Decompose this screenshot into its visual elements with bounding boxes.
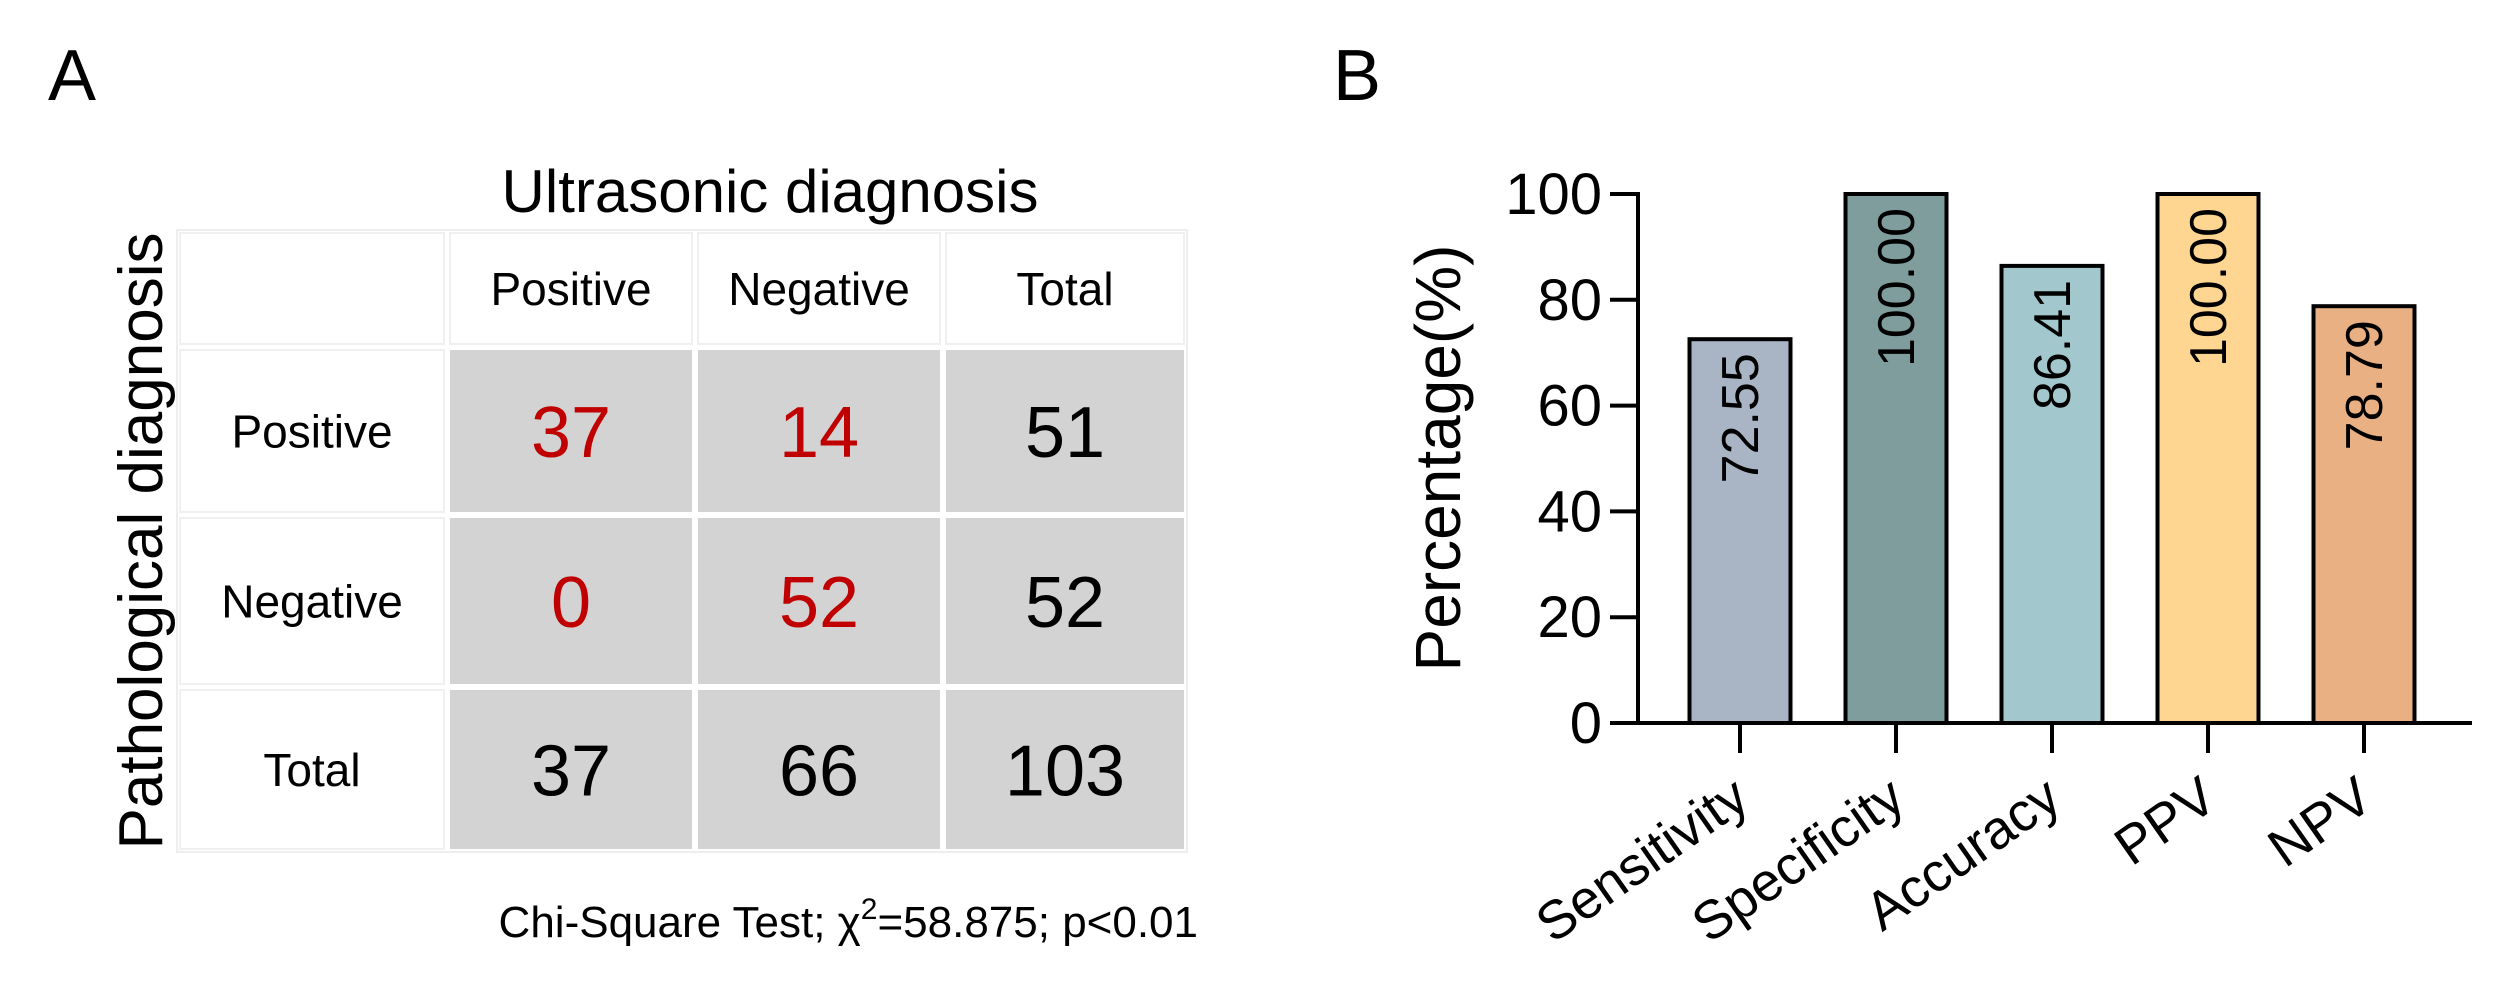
y-tick-label: 0 [1570, 691, 1602, 756]
column-header: Negative [728, 263, 910, 315]
bar-specificity [1843, 192, 1949, 725]
row-title: Pathological diagnosis [107, 233, 176, 850]
table-cell [945, 232, 1185, 345]
y-tick-label: 100 [1505, 162, 1602, 227]
cell-value: 51 [1025, 393, 1105, 473]
y-tick-label: 40 [1537, 479, 1602, 544]
cell-value: 14 [779, 393, 859, 473]
table-cell [449, 232, 693, 345]
table-cell [946, 518, 1184, 684]
bar-value-label: 86.41 [2024, 280, 2082, 410]
table-cell [946, 350, 1184, 512]
bar-sensitivity [1687, 337, 1793, 725]
column-title: Ultrasonic diagnosis [502, 158, 1039, 225]
x-tick-label: PPV [2104, 766, 2227, 877]
footer-pre: Chi-Square Test; χ [499, 898, 861, 947]
cell-value: 0 [551, 563, 591, 643]
cell-value: 66 [779, 731, 859, 811]
x-tick-label: NPV [2258, 766, 2383, 879]
column-header: Positive [490, 263, 651, 315]
table-cell [450, 518, 692, 684]
cell-value: 37 [531, 393, 611, 473]
y-tick-label: 80 [1537, 268, 1602, 333]
table-cell [179, 349, 445, 513]
y-axis-label: Percentage(%) [1402, 245, 1474, 672]
table-cell [179, 517, 445, 685]
cell-value: 103 [1005, 731, 1125, 811]
panel-a-letter: A [48, 36, 96, 116]
table-cell [698, 350, 940, 512]
column-header: Total [1016, 263, 1113, 315]
y-tick-label: 60 [1537, 374, 1602, 439]
cell-value: 37 [531, 731, 611, 811]
cell-value: 52 [779, 563, 859, 643]
table-cell [698, 518, 940, 684]
y-tick-label: 20 [1537, 585, 1602, 650]
contingency-table: Positive Negative Total Positive 37 14 51 Negat… [176, 229, 1188, 853]
footer-post: =58.875; p<0.01 [877, 898, 1198, 947]
table-cell [450, 350, 692, 512]
bar-value-label: 78.79 [2336, 320, 2394, 450]
cell-value: 52 [1025, 563, 1105, 643]
row-header: Negative [221, 576, 403, 628]
table-cell [179, 689, 445, 850]
table-cell [450, 690, 692, 849]
table-cell [698, 690, 940, 849]
bar-accuracy [1999, 263, 2105, 725]
table-cell [697, 232, 941, 345]
table-cell [179, 232, 445, 345]
panel-b-letter: B [1333, 36, 1381, 116]
footer-sup: 2 [861, 893, 878, 926]
row-header: Positive [231, 406, 392, 458]
bar-value-label: 100.00 [2180, 208, 2238, 367]
bar-ppv [2155, 192, 2261, 725]
table-cell [946, 690, 1184, 849]
bar-chart: 72.55Sensitivity100.00Specificity86.41Ac… [1505, 162, 2472, 954]
chi-square-footer: Chi-Square Test; χ2=58.875; p<0.01 [499, 893, 1198, 947]
bar-value-label: 72.55 [1712, 353, 1770, 483]
row-header: Total [263, 744, 360, 796]
bar-value-label: 100.00 [1868, 208, 1926, 367]
